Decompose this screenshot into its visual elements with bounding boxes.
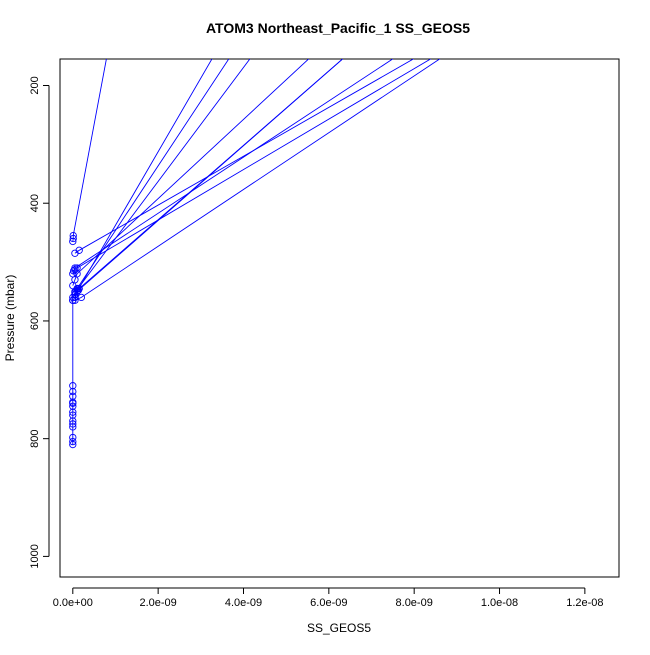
series-line-7 xyxy=(72,59,394,274)
data-point xyxy=(69,408,77,416)
series-line-3 xyxy=(72,59,251,298)
series-line-9 xyxy=(74,59,432,271)
x-tick-label: 8.0e-09 xyxy=(396,597,433,609)
data-point xyxy=(69,411,77,419)
data-point xyxy=(69,234,77,243)
y-tick-label: 400 xyxy=(29,194,41,212)
series-line-8 xyxy=(74,59,415,254)
data-point xyxy=(69,420,77,428)
y-tick-label: 200 xyxy=(29,76,41,94)
data-point xyxy=(69,433,77,442)
data-point xyxy=(71,249,79,257)
series-group xyxy=(69,59,441,449)
y-tick-label: 800 xyxy=(29,429,41,447)
x-tick-label: 1.0e-08 xyxy=(481,597,518,609)
data-point xyxy=(69,270,77,278)
series-line-6 xyxy=(74,59,344,294)
y-tick-label: 1000 xyxy=(29,544,41,568)
y-axis: 200 400 600 800 1000 xyxy=(29,76,50,569)
data-point xyxy=(71,287,79,296)
data-point xyxy=(69,237,77,246)
data-point xyxy=(69,387,77,396)
x-tick-label: 2.0e-09 xyxy=(139,597,176,609)
chart-title: ATOM3 Northeast_Pacific_1 SS_GEOS5 xyxy=(206,20,470,36)
data-point xyxy=(73,264,81,272)
x-tick-label: 0.0e+00 xyxy=(53,597,93,609)
series-line-4 xyxy=(72,59,310,286)
y-axis-label: Pressure (mbar) xyxy=(3,275,17,362)
data-point xyxy=(71,296,79,304)
x-tick-label: 1.2e-08 xyxy=(566,597,603,609)
data-point xyxy=(69,392,77,400)
series-line-11 xyxy=(74,59,230,292)
data-point xyxy=(69,417,77,425)
x-tick-label: 4.0e-09 xyxy=(225,597,262,609)
data-point xyxy=(69,437,77,446)
series-line-1 xyxy=(72,59,107,242)
x-axis-label: SS_GEOS5 xyxy=(307,621,371,635)
data-point xyxy=(77,293,85,302)
data-point xyxy=(69,402,77,410)
data-point xyxy=(69,399,77,407)
series-line-10 xyxy=(74,59,441,301)
data-point xyxy=(69,382,77,390)
data-point xyxy=(71,266,79,274)
data-point xyxy=(69,231,77,240)
y-tick-label: 600 xyxy=(29,312,41,330)
data-point xyxy=(69,440,77,449)
plot-frame xyxy=(59,58,620,578)
x-axis: 0.0e+00 2.0e-09 4.0e-09 6.0e-09 8.0e-09 1.0e-… xyxy=(53,587,604,609)
data-point xyxy=(69,423,77,431)
x-tick-label: 6.0e-09 xyxy=(310,597,347,609)
data-point xyxy=(69,296,77,304)
